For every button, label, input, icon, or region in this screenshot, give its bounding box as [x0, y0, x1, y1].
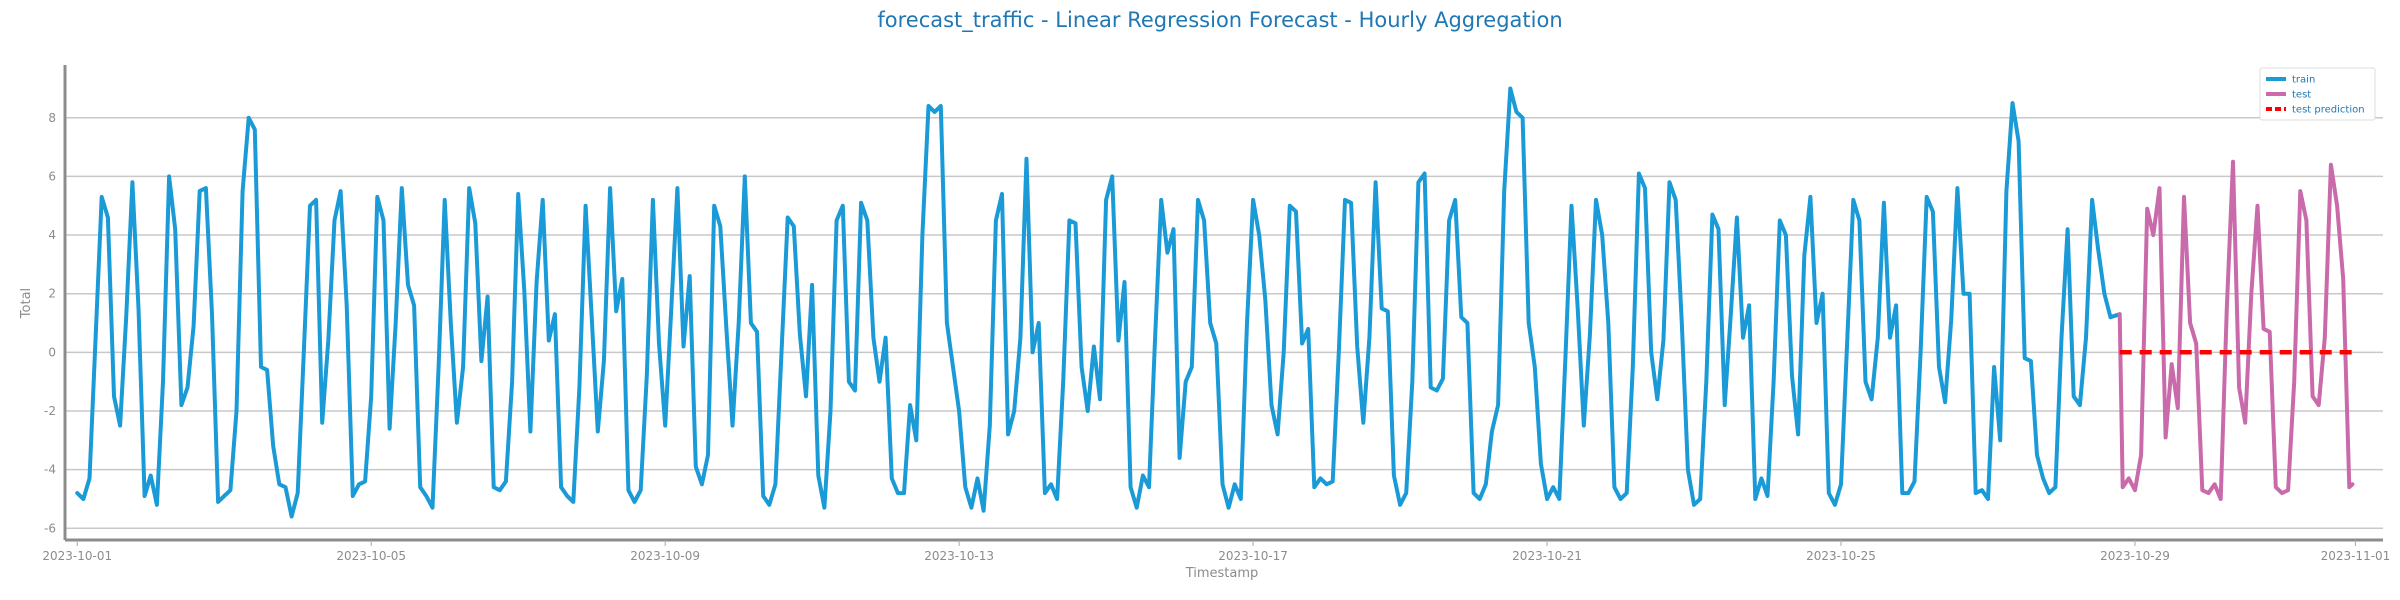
y-tick-label: -6 — [44, 521, 56, 535]
x-tick-label: 2023-10-25 — [1806, 549, 1876, 563]
y-tick-labels: -6 -4 -2 0 2 4 6 8 — [44, 111, 56, 535]
y-tick-label: 2 — [48, 287, 56, 301]
axes — [63, 65, 2383, 542]
x-tick-label: 2023-10-29 — [2100, 549, 2170, 563]
x-tick-label: 2023-11-01 — [2321, 549, 2391, 563]
series-line-train — [75, 86, 2122, 519]
x-tick-label: 2023-10-21 — [1512, 549, 1582, 563]
x-tick-label: 2023-10-05 — [336, 549, 406, 563]
legend-label: test — [2292, 90, 2311, 101]
y-tick-label: -4 — [44, 463, 56, 477]
y-tick-label: 8 — [48, 111, 56, 125]
x-tick-labels: 2023-10-01 2023-10-05 2023-10-09 2023-10-13… — [42, 540, 2390, 563]
legend-box — [2259, 67, 2376, 121]
x-tick-label: 2023-10-01 — [42, 549, 112, 563]
y-tick-label: -2 — [44, 404, 56, 418]
legend-label: train — [2292, 75, 2315, 86]
x-tick-label: 2023-10-17 — [1218, 549, 1288, 563]
x-tick-label: 2023-10-13 — [924, 549, 994, 563]
x-axis-label: Timestamp — [1185, 566, 1259, 581]
y-tick-label: 0 — [48, 345, 56, 359]
chart-title: forecast_traffic - Linear Regression For… — [877, 8, 1562, 33]
legend-label: test prediction — [2292, 105, 2365, 116]
y-axis-label: Total — [19, 288, 34, 319]
y-tick-label: 4 — [48, 228, 56, 242]
series-line-test — [2117, 159, 2355, 501]
series-lines — [75, 86, 2355, 519]
x-tick-label: 2023-10-09 — [630, 549, 700, 563]
legend: train test test prediction — [2259, 67, 2376, 121]
y-tick-label: 6 — [48, 169, 56, 183]
